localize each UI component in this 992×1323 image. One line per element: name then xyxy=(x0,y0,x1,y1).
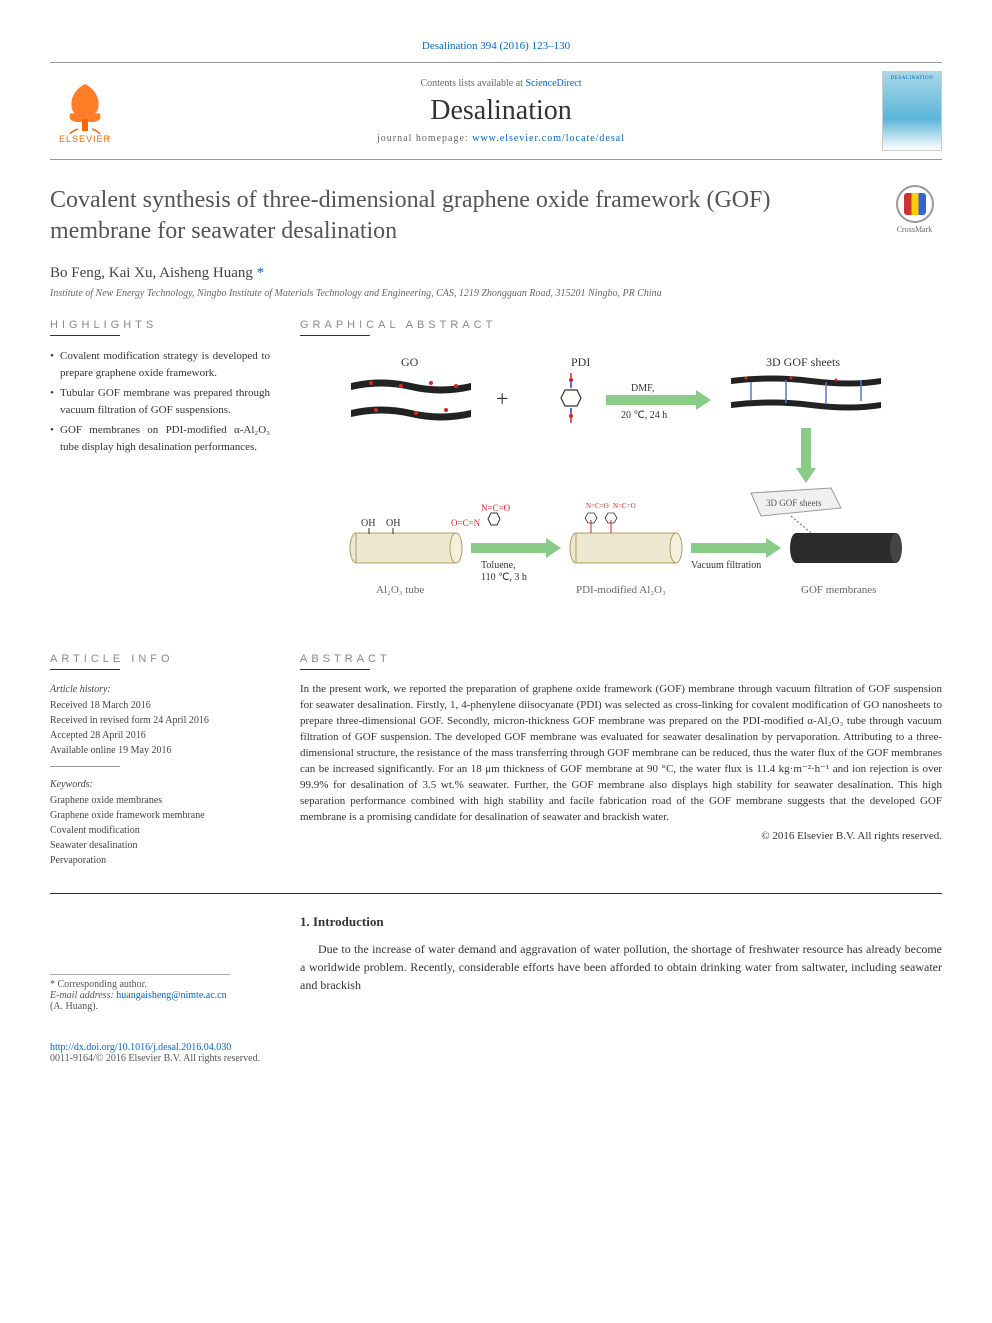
page-footer: http://dx.doi.org/10.1016/j.desal.2016.0… xyxy=(50,1042,942,1064)
corresponding-footnote: * Corresponding author. E-mail address: … xyxy=(50,974,230,1012)
gof-sheets-box-icon: 3D GOF sheets xyxy=(751,488,841,533)
keyword-item: Seawater desalination xyxy=(50,838,270,853)
journal-reference: Desalination 394 (2016) 123–130 xyxy=(50,40,942,52)
email-suffix: (A. Huang). xyxy=(50,1001,98,1012)
abstract-copyright: © 2016 Elsevier B.V. All rights reserved… xyxy=(300,830,942,842)
homepage-prefix: journal homepage: xyxy=(377,133,472,144)
svg-text:110 ℃, 3 h: 110 ℃, 3 h xyxy=(481,572,527,583)
article-info-heading: ARTICLE INFO xyxy=(50,653,270,665)
history-label: Article history: xyxy=(50,682,270,697)
footnote-column: * Corresponding author. E-mail address: … xyxy=(50,914,270,1012)
arrow-toluene: Toluene, 110 ℃, 3 h xyxy=(471,538,561,583)
authors-line: Bo Feng, Kai Xu, Aisheng Huang * xyxy=(50,265,942,282)
elsevier-tree-icon xyxy=(60,79,110,134)
arrow-dmf: DMF, 20 ℃, 24 h xyxy=(606,383,711,421)
nco-label-2: O=C=N xyxy=(451,518,481,528)
keywords-label: Keywords: xyxy=(50,777,270,792)
body-two-column: * Corresponding author. E-mail address: … xyxy=(50,914,942,1012)
introduction-heading: 1. Introduction xyxy=(300,914,942,930)
svg-text:OH: OH xyxy=(386,518,400,529)
issn-copyright: 0011-9164/© 2016 Elsevier B.V. All right… xyxy=(50,1053,942,1064)
title-row: Covalent synthesis of three-dimensional … xyxy=(50,185,942,247)
journal-name: Desalination xyxy=(120,95,882,127)
full-width-rule xyxy=(50,893,942,894)
graphical-abstract-svg: GO PDI 3D GOF sheets + xyxy=(300,348,942,628)
plus-icon: + xyxy=(496,386,508,411)
svg-text:N=C=O: N=C=O xyxy=(586,502,609,510)
svg-text:Toluene,: Toluene, xyxy=(481,560,516,571)
highlights-column: HIGHLIGHTS Covalent modification strateg… xyxy=(50,319,270,628)
pdi-molecule-icon xyxy=(561,373,581,423)
elsevier-label: ELSEVIER xyxy=(59,134,111,144)
highlights-heading: HIGHLIGHTS xyxy=(50,319,270,331)
doi-link[interactable]: http://dx.doi.org/10.1016/j.desal.2016.0… xyxy=(50,1042,231,1053)
highlight-item: Covalent modification strategy is develo… xyxy=(50,348,270,381)
homepage-link[interactable]: www.elsevier.com/locate/desal xyxy=(472,133,625,144)
article-title: Covalent synthesis of three-dimensional … xyxy=(50,185,887,247)
history-item: Received 18 March 2016 xyxy=(50,698,270,713)
sciencedirect-link[interactable]: ScienceDirect xyxy=(525,78,581,89)
ga-label-gof-membrane: GOF membranes xyxy=(801,584,876,596)
abstract-text: In the present work, we reported the pre… xyxy=(300,682,942,825)
intro-column: 1. Introduction Due to the increase of w… xyxy=(300,914,942,1012)
arrow-vacuum: Vacuum filtration xyxy=(691,538,781,571)
contents-prefix: Contents lists available at xyxy=(420,78,525,89)
arrow-down xyxy=(796,428,816,483)
header-bar: ELSEVIER Contents lists available at Sci… xyxy=(50,62,942,160)
crossmark-badge[interactable]: CrossMark xyxy=(887,185,942,234)
email-link[interactable]: huangaisheng@nimte.ac.cn xyxy=(116,990,226,1001)
graphical-abstract-heading: GRAPHICAL ABSTRACT xyxy=(300,319,942,331)
ga-label-go: GO xyxy=(401,355,419,369)
ga-label-al2o3: Al₂O₃ tube xyxy=(376,584,424,596)
svg-text:DMF,: DMF, xyxy=(631,383,654,394)
introduction-text: Due to the increase of water demand and … xyxy=(300,940,942,994)
ga-label-pdi: PDI xyxy=(571,355,590,369)
svg-text:Vacuum filtration: Vacuum filtration xyxy=(691,560,761,571)
abstract-heading: ABSTRACT xyxy=(300,653,942,665)
highlights-graphical-row: HIGHLIGHTS Covalent modification strateg… xyxy=(50,319,942,628)
info-abstract-row: ARTICLE INFO Article history: Received 1… xyxy=(50,653,942,868)
pdi-modified-tube-icon: N=C=O N=C=O xyxy=(570,502,682,563)
svg-text:3D GOF sheets: 3D GOF sheets xyxy=(766,498,822,508)
history-item: Accepted 28 April 2016 xyxy=(50,728,270,743)
gof-3d-sheets-icon xyxy=(731,376,881,411)
elsevier-logo[interactable]: ELSEVIER xyxy=(50,71,120,151)
homepage-line: journal homepage: www.elsevier.com/locat… xyxy=(120,133,882,144)
abstract-column: ABSTRACT In the present work, we reporte… xyxy=(300,653,942,868)
svg-text:OH: OH xyxy=(361,518,375,529)
nco-label-1: N=C=O xyxy=(481,503,511,513)
go-sheets-icon xyxy=(351,380,471,421)
authors-names: Bo Feng, Kai Xu, Aisheng Huang xyxy=(50,265,257,281)
affiliation: Institute of New Energy Technology, Ning… xyxy=(50,288,942,299)
graphical-abstract-column: GRAPHICAL ABSTRACT GO PDI 3D GOF sheets xyxy=(300,319,942,628)
keyword-item: Graphene oxide framework membrane xyxy=(50,808,270,823)
highlight-item: GOF membranes on PDI-modified α-Al₂O₃ tu… xyxy=(50,422,270,455)
cover-title-label: DESALINATION xyxy=(883,72,941,81)
crossmark-label: CrossMark xyxy=(897,225,933,234)
footnote-marker: * Corresponding author. xyxy=(50,979,230,990)
svg-text:N=C=O: N=C=O xyxy=(613,502,636,510)
keyword-item: Pervaporation xyxy=(50,853,270,868)
gof-membrane-tube-icon xyxy=(790,533,902,563)
svg-text:20 ℃, 24 h: 20 ℃, 24 h xyxy=(621,410,667,421)
email-label: E-mail address: xyxy=(50,990,116,1001)
history-item: Received in revised form 24 April 2016 xyxy=(50,713,270,728)
keyword-item: Covalent modification xyxy=(50,823,270,838)
header-center: Contents lists available at ScienceDirec… xyxy=(120,78,882,144)
highlights-list: Covalent modification strategy is develo… xyxy=(50,348,270,455)
contents-available-line: Contents lists available at ScienceDirec… xyxy=(120,78,882,89)
article-info-column: ARTICLE INFO Article history: Received 1… xyxy=(50,653,270,868)
history-item: Available online 19 May 2016 xyxy=(50,743,270,758)
ga-label-gof-sheets: 3D GOF sheets xyxy=(766,355,840,369)
footnote-email-line: E-mail address: huangaisheng@nimte.ac.cn… xyxy=(50,990,230,1012)
ga-label-pdi-al2o3: PDI-modified Al₂O₃ xyxy=(576,584,666,596)
graphical-abstract-figure: GO PDI 3D GOF sheets + xyxy=(300,348,942,628)
keyword-item: Graphene oxide membranes xyxy=(50,793,270,808)
al2o3-tube-icon: OH OH xyxy=(350,518,462,563)
highlight-item: Tubular GOF membrane was prepared throug… xyxy=(50,385,270,418)
corresponding-marker[interactable]: * xyxy=(257,265,265,281)
crossmark-circle-icon xyxy=(896,185,934,223)
article-history-block: Article history: Received 18 March 2016 … xyxy=(50,682,270,868)
journal-cover-thumb[interactable]: DESALINATION xyxy=(882,71,942,151)
